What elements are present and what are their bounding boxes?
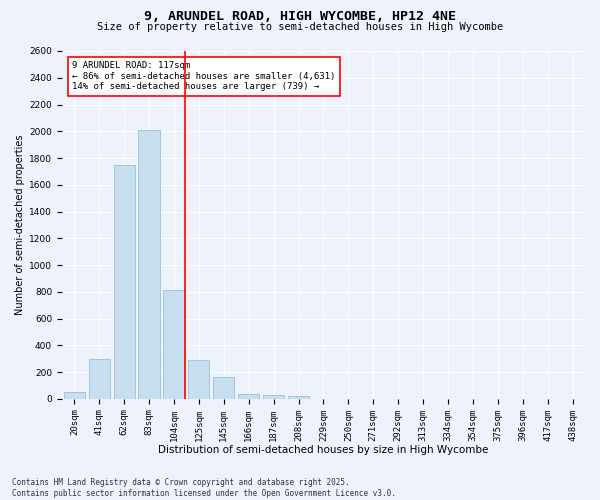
- Y-axis label: Number of semi-detached properties: Number of semi-detached properties: [15, 134, 25, 315]
- Bar: [288, 396, 309, 399]
- Bar: [64, 392, 85, 399]
- Bar: [238, 394, 259, 399]
- Bar: [263, 395, 284, 399]
- Bar: [188, 360, 209, 399]
- Bar: [89, 358, 110, 399]
- Text: Size of property relative to semi-detached houses in High Wycombe: Size of property relative to semi-detach…: [97, 22, 503, 32]
- X-axis label: Distribution of semi-detached houses by size in High Wycombe: Distribution of semi-detached houses by …: [158, 445, 488, 455]
- Bar: [113, 164, 135, 399]
- Text: 9 ARUNDEL ROAD: 117sqm
← 86% of semi-detached houses are smaller (4,631)
14% of : 9 ARUNDEL ROAD: 117sqm ← 86% of semi-det…: [73, 62, 336, 91]
- Text: Contains HM Land Registry data © Crown copyright and database right 2025.
Contai: Contains HM Land Registry data © Crown c…: [12, 478, 396, 498]
- Bar: [213, 378, 235, 399]
- Bar: [163, 290, 185, 399]
- Text: 9, ARUNDEL ROAD, HIGH WYCOMBE, HP12 4NE: 9, ARUNDEL ROAD, HIGH WYCOMBE, HP12 4NE: [144, 10, 456, 23]
- Bar: [139, 130, 160, 399]
